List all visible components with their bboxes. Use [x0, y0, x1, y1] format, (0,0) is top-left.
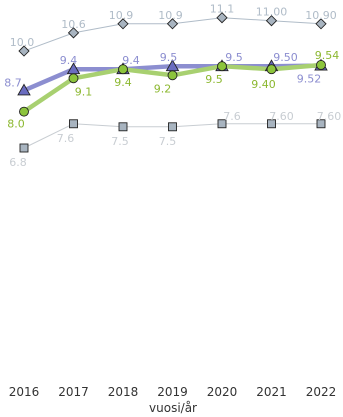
x-tick-2019: 2019: [157, 385, 188, 399]
point-diamond-2020: [216, 12, 228, 24]
point-diamond-2018: [117, 18, 129, 30]
data-label-circle-2018: 9.4: [114, 76, 132, 89]
data-label-triangle-2021: 9.50: [273, 51, 298, 64]
data-label-diamond-2020: 11.1: [210, 3, 235, 16]
data-label-diamond-2021: 11.00: [256, 6, 288, 19]
x-tick-2016: 2016: [9, 385, 40, 399]
point-square-2020: [217, 119, 227, 129]
x-axis-title: vuosi/år: [149, 401, 197, 415]
point-diamond-2019: [166, 18, 179, 30]
data-label-circle-2019: 9.2: [154, 82, 172, 95]
data-label-triangle-2022: 9.52: [297, 73, 322, 86]
point-circle-2021: [266, 64, 277, 75]
x-tick-2017: 2017: [58, 385, 89, 399]
point-circle-2022: [316, 60, 326, 70]
point-circle-2017: [68, 73, 79, 84]
data-label-circle-2016: 8.0: [7, 118, 25, 131]
data-label-diamond-2022: 10.90: [305, 9, 337, 22]
data-label-diamond-2017: 10.6: [61, 18, 86, 31]
data-label-triangle-2016: 8.7: [4, 76, 22, 89]
data-label-square-2021: 7.60: [269, 110, 294, 123]
data-label-circle-2021: 9.40: [251, 78, 276, 91]
point-diamond-2017: [67, 27, 80, 39]
point-square-2017: [69, 119, 78, 129]
point-diamond-2016: [18, 45, 30, 57]
data-label-square-2022: 7.60: [317, 110, 342, 123]
data-label-diamond-2016: 10.0: [10, 36, 35, 49]
x-tick-2022: 2022: [306, 385, 337, 399]
point-circle-2016: [19, 106, 29, 117]
point-circle-2020: [217, 61, 227, 72]
data-label-square-2019: 7.5: [159, 135, 177, 148]
data-labels: 6.8 7.6 7.5 7.5 7.6 7.60 7.60 10.0 10.6 10.9 10.9 1…: [4, 3, 341, 169]
x-tick-2020: 2020: [207, 385, 238, 399]
data-label-triangle-2020: 9.5: [225, 51, 243, 64]
data-label-square-2020: 7.6: [223, 110, 241, 123]
point-square-2021: [267, 119, 276, 129]
point-square-2016: [19, 143, 29, 153]
point-square-2019: [168, 122, 177, 132]
data-label-circle-2020: 9.5: [205, 73, 223, 86]
data-label-square-2017: 7.6: [57, 132, 75, 145]
data-label-circle-2022: 9.54: [315, 49, 340, 62]
data-label-square-2018: 7.5: [111, 135, 129, 148]
data-label-square-2016: 6.8: [9, 156, 27, 169]
point-circle-2019: [167, 70, 178, 81]
point-square-2018: [118, 122, 128, 132]
point-diamond-2021: [265, 15, 278, 27]
x-tick-2021: 2021: [256, 385, 287, 399]
point-diamond-2022: [315, 18, 327, 30]
x-tick-2018: 2018: [108, 385, 139, 399]
data-label-triangle-2017: 9.4: [60, 54, 78, 67]
data-label-diamond-2018: 10.9: [109, 9, 134, 22]
point-triangle-2016: [17, 83, 31, 96]
data-label-circle-2017: 9.1: [75, 85, 93, 98]
data-label-diamond-2019: 10.9: [158, 9, 183, 22]
x-axis-ticks: 2016 2017 2018 2019 2020 2021 2022: [9, 385, 337, 399]
data-label-triangle-2018: 9.4: [122, 54, 140, 67]
data-label-triangle-2019: 9.5: [160, 51, 178, 64]
point-square-2022: [316, 119, 326, 129]
series-layer: [17, 12, 328, 153]
point-circle-2018: [118, 64, 128, 75]
